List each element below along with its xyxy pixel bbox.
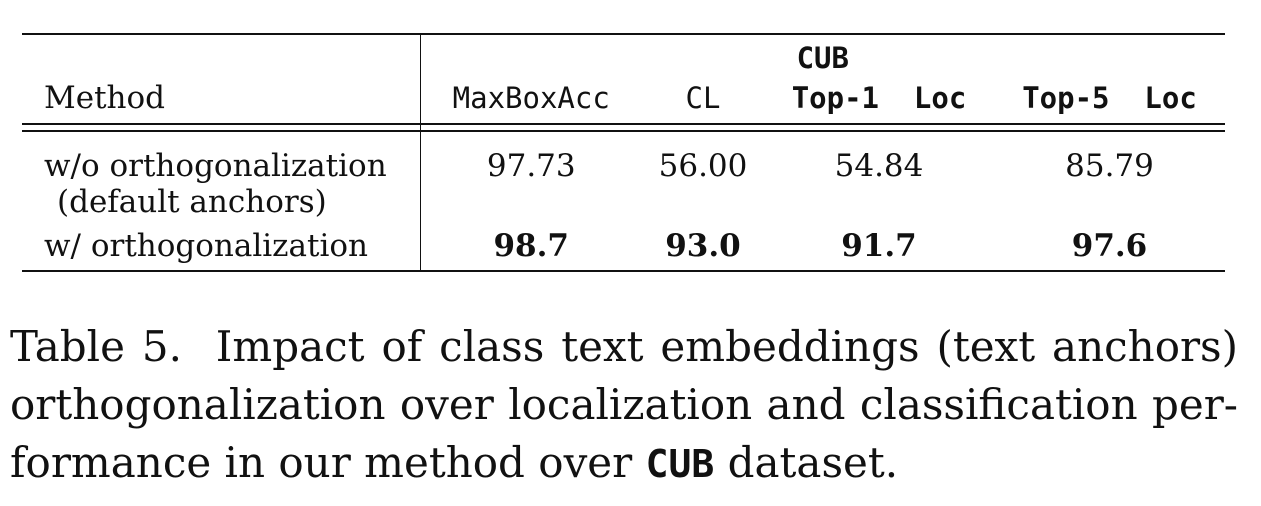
caption-dataset: CUB [645,442,715,486]
header-cl: CL [685,80,721,115]
table-row-continuation: (default anchors) [22,182,1225,222]
cell-top5-loc: 97.6 [1071,227,1148,264]
cell-top1-loc: 91.7 [841,227,917,264]
header-method: Method [22,73,421,124]
cell-top5-loc: 85.79 [1065,148,1154,184]
cell-cl: 93.0 [665,227,741,264]
cell-maxboxacc: 97.73 [486,148,576,184]
cell-top1-loc: 54.84 [834,148,924,184]
table-caption: Table 5. Impact of class text embeddings… [10,318,1238,493]
table-header-row: Method MaxBoxAcc CL Top-1 Loc Top-5 Loc [22,73,1225,124]
row-method-label: w/o orthogonalization [22,131,421,182]
row-method-sublabel: (default anchors) [22,182,421,222]
table-row: w/o orthogonalization 97.73 56.00 54.84 … [22,131,1225,182]
header-method-spacer [22,34,421,73]
caption-text-end: dataset. [727,438,899,487]
header-double-rule [22,123,1226,132]
header-top5-loc: Top-5 Loc [1022,80,1197,115]
table-header-group-row: CUB [22,34,1226,75]
caption-text: Impact of class text embeddings (text an… [10,322,1238,487]
results-table: CUB Method MaxBoxAcc CL Top-1 Loc Top-5 … [22,33,1226,272]
cell-cl: 56.00 [658,148,748,184]
table-row: w/ orthogonalization 98.7 93.0 91.7 97.6 [22,222,1226,271]
row-method-label: w/ orthogonalization [22,222,421,271]
header-top1-loc: Top-1 Loc [791,80,967,115]
header-maxboxacc: MaxBoxAcc [452,80,610,115]
cell-maxboxacc: 98.7 [493,227,569,264]
caption-label: Table 5. [10,322,182,371]
group-header-cub: CUB [796,41,849,75]
results-table-container: CUB Method MaxBoxAcc CL Top-1 Loc Top-5 … [22,33,1226,272]
